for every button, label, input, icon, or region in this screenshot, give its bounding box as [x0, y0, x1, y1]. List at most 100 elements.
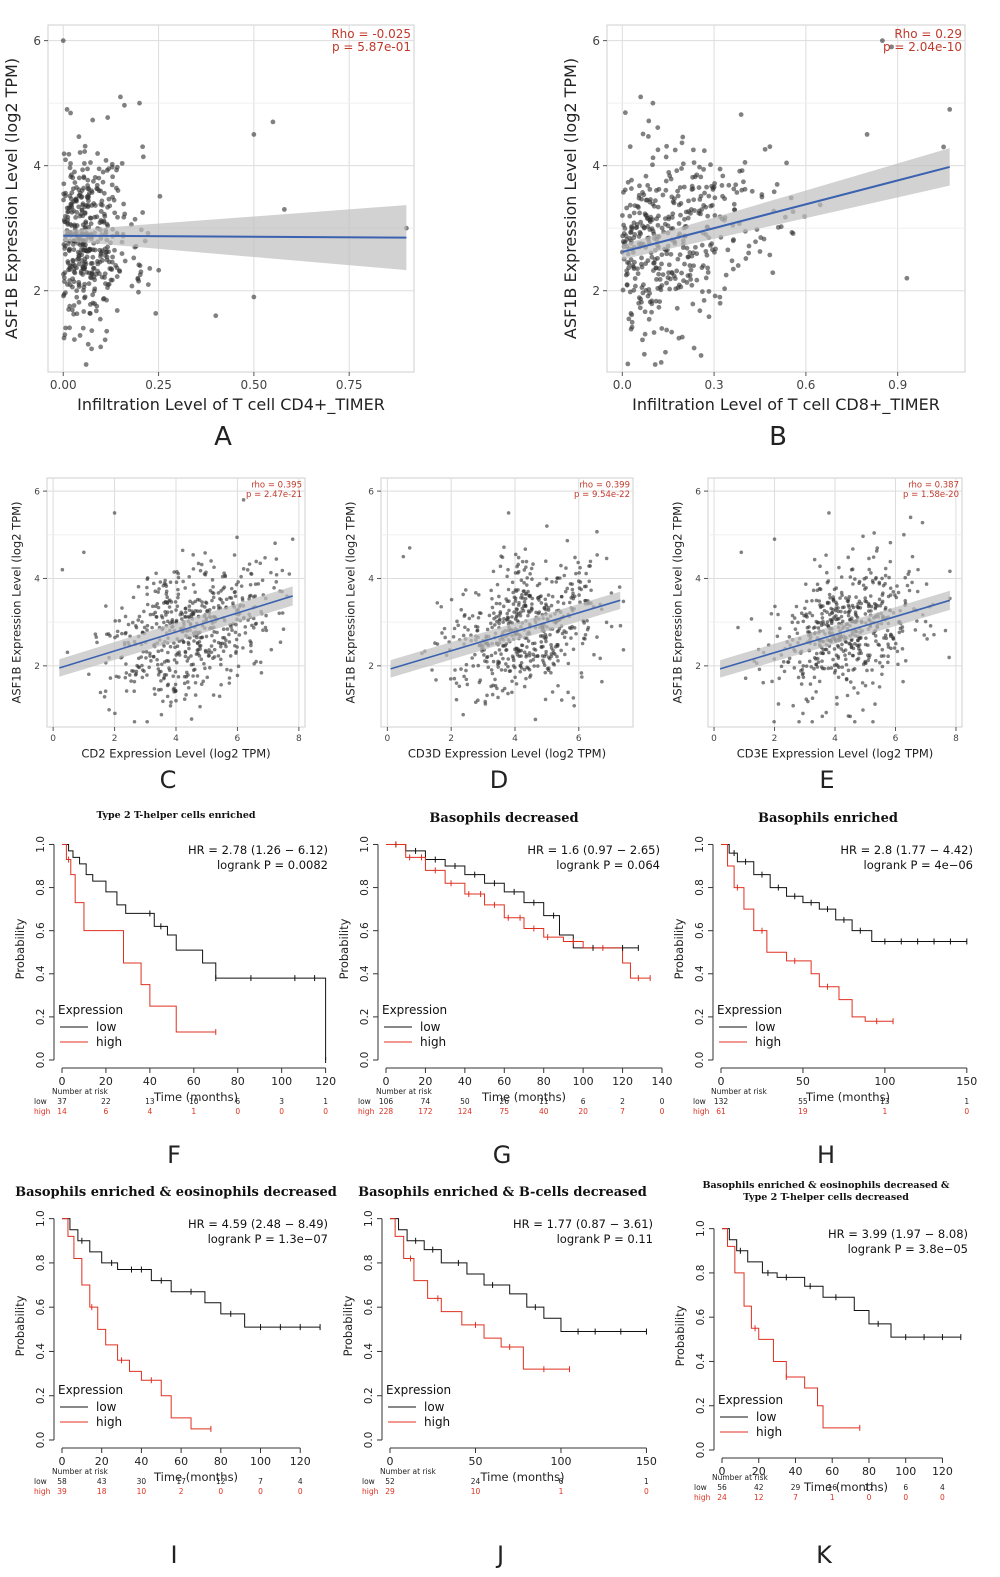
y-tick-label: 0.0: [35, 1052, 47, 1069]
data-point: [249, 649, 253, 654]
risk-title: Number at risk: [52, 1467, 109, 1476]
data-point: [501, 643, 506, 648]
data-point: [649, 309, 654, 315]
data-point: [864, 585, 868, 590]
data-point: [824, 710, 829, 715]
data-point: [627, 144, 633, 150]
data-point: [97, 316, 103, 322]
y-axis-label: ASF1B Expression Level (log2 TPM): [561, 58, 580, 339]
data-point: [183, 610, 188, 615]
data-point: [712, 213, 718, 218]
risk-count-low: 17: [176, 1477, 186, 1486]
data-point: [636, 295, 642, 301]
data-point: [709, 202, 715, 208]
data-point: [772, 719, 776, 724]
data-point: [106, 196, 112, 202]
data-point: [820, 714, 825, 719]
data-point: [524, 591, 529, 596]
data-point: [820, 651, 825, 656]
data-point: [107, 707, 111, 712]
data-point: [176, 571, 180, 576]
data-point: [880, 593, 885, 597]
data-point: [74, 257, 80, 262]
data-point: [136, 584, 141, 589]
data-point: [442, 626, 447, 631]
data-point: [114, 274, 120, 279]
data-point: [609, 624, 614, 629]
data-point: [186, 685, 191, 690]
data-point: [566, 661, 571, 666]
data-point: [525, 576, 529, 580]
risk-count-low: 6: [581, 1097, 586, 1106]
data-point: [786, 660, 790, 664]
data-point: [674, 305, 680, 311]
data-point: [240, 596, 245, 600]
data-point: [211, 656, 215, 661]
y-tick-label: 0.4: [35, 1343, 47, 1360]
data-point: [106, 632, 111, 636]
data-point: [836, 656, 841, 660]
data-point: [263, 625, 268, 630]
data-point: [671, 273, 677, 279]
data-point: [142, 609, 146, 614]
data-point: [521, 608, 526, 613]
data-point: [886, 645, 891, 649]
data-point: [519, 654, 523, 658]
x-axis-label: CD3E Expression Level (log2 TPM): [737, 747, 934, 761]
data-point: [621, 648, 626, 652]
data-point: [454, 697, 459, 702]
data-point: [864, 575, 869, 580]
data-point: [210, 578, 215, 582]
data-point: [124, 689, 129, 693]
data-point: [811, 588, 816, 593]
risk-count-low: 4: [940, 1483, 945, 1492]
y-axis-label: Probability: [672, 918, 686, 979]
data-point: [493, 651, 498, 655]
data-point: [193, 590, 197, 594]
y-tick-label: 0.4: [359, 965, 371, 982]
data-point: [101, 190, 107, 196]
data-point: [775, 224, 781, 230]
data-point: [550, 580, 554, 584]
y-tick-label: 0.6: [694, 922, 706, 939]
data-point: [191, 611, 196, 615]
data-point: [80, 272, 86, 277]
data-point: [645, 224, 651, 229]
data-point: [162, 676, 166, 681]
x-axis-label: Time (months): [153, 1470, 238, 1484]
data-point: [631, 210, 637, 216]
data-point: [722, 196, 728, 202]
data-point: [864, 132, 870, 137]
data-point: [679, 166, 684, 171]
data-point: [401, 554, 406, 559]
x-tick-label: 60: [497, 1075, 511, 1088]
data-point: [473, 590, 478, 595]
y-tick-label: 0.8: [35, 1255, 47, 1272]
x-tick-label: 60: [825, 1465, 839, 1478]
data-point: [511, 590, 515, 595]
data-point: [83, 362, 89, 367]
x-tick-label: 0: [719, 1465, 726, 1478]
data-point: [814, 689, 818, 694]
risk-row-label-low: low: [34, 1477, 47, 1486]
data-point: [841, 672, 845, 677]
data-point: [514, 646, 519, 651]
risk-count-high: 0: [644, 1487, 649, 1496]
data-point: [556, 600, 560, 604]
data-point: [253, 582, 258, 586]
data-point: [154, 622, 159, 626]
km-curve-low: [722, 1228, 961, 1338]
data-point: [741, 179, 746, 185]
data-point: [814, 598, 819, 603]
data-point: [646, 118, 652, 124]
risk-count-high: 1: [882, 1107, 887, 1116]
data-point: [746, 250, 752, 256]
data-point: [136, 618, 141, 622]
data-point: [689, 282, 695, 288]
data-point: [95, 640, 99, 645]
data-point: [69, 209, 75, 215]
data-point: [856, 691, 860, 695]
data-point: [840, 619, 845, 624]
risk-count-high: 0: [867, 1493, 872, 1502]
